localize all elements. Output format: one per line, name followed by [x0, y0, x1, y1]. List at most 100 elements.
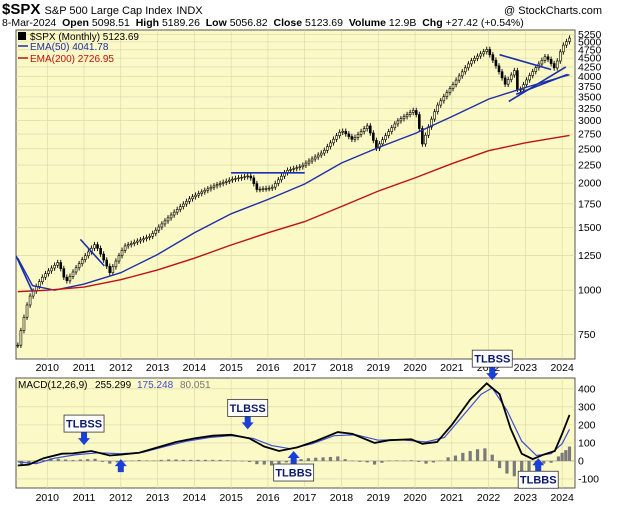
candle-body — [108, 265, 112, 273]
histogram-bar — [152, 460, 156, 462]
price-x-tick-label: 2021 — [440, 362, 464, 374]
change-label: Chg — [422, 17, 443, 29]
candle-body — [41, 276, 44, 283]
histogram-bar — [314, 457, 318, 461]
price-y-tick-label: 3250 — [578, 103, 602, 115]
candle-body — [319, 152, 323, 156]
price-y-tick-label: 2750 — [578, 129, 602, 141]
candle-body — [166, 217, 170, 222]
candle-body — [467, 63, 470, 69]
candle-body — [509, 74, 513, 80]
price-y-tick-label: 4250 — [578, 61, 602, 73]
candle-body — [237, 177, 240, 180]
candle-body — [359, 131, 363, 135]
histogram-bar — [247, 460, 252, 463]
candle-body — [163, 220, 167, 225]
candle-body — [332, 138, 335, 144]
signal-line — [17, 387, 571, 465]
macd-x-tick-label: 2024 — [550, 492, 574, 504]
candle-body — [200, 191, 204, 194]
candle-body — [460, 71, 464, 77]
candle-body — [390, 127, 394, 132]
candle-body — [408, 112, 412, 115]
candle-body — [185, 201, 188, 205]
candle-body — [540, 60, 544, 65]
histogram-bar — [475, 449, 480, 461]
histogram-bar — [358, 460, 362, 462]
low-label: Low — [205, 17, 227, 29]
candle-body — [74, 267, 78, 273]
candle-body — [506, 79, 510, 85]
candle-body — [436, 104, 440, 112]
histogram-bar — [262, 460, 266, 465]
candle-body — [148, 235, 151, 238]
candle-body — [568, 37, 571, 42]
candle-body — [457, 75, 461, 81]
candle-body — [326, 146, 329, 151]
price-x-tick-label: 2023 — [514, 362, 538, 374]
candle-body — [430, 118, 433, 128]
candle-body — [28, 295, 32, 306]
volume-label: Volume — [348, 17, 386, 29]
exchange-name: INDX — [176, 5, 203, 17]
candle-body — [482, 51, 485, 55]
candle-body — [212, 185, 216, 188]
ema50-legend-label: EMA(50) 4041.78 — [30, 42, 109, 53]
candle-body — [479, 53, 482, 57]
macd-value: 255.299 — [95, 380, 132, 391]
candle-body — [310, 158, 314, 162]
candle-body — [87, 251, 90, 257]
candle-body — [252, 177, 256, 184]
candle-body — [77, 263, 81, 269]
ema50-line — [17, 74, 570, 291]
signal-callout-label: TLBSS — [230, 403, 266, 415]
price-y-tick-label: 4500 — [578, 53, 602, 65]
candle-body — [414, 110, 418, 115]
candle-body — [562, 44, 565, 53]
stockcharts-credit: @ StockCharts.com — [504, 5, 602, 17]
candle-body — [218, 183, 222, 185]
macd-y-tick-label: 300 — [578, 401, 596, 413]
macd-x-tick-label: 2017 — [293, 492, 317, 504]
candle-body — [546, 56, 550, 60]
histogram-bar — [56, 458, 60, 461]
candle-body — [132, 241, 136, 244]
candle-body — [111, 266, 115, 273]
index-name: S&P 500 Large Cap Index — [44, 5, 173, 17]
price-y-tick-label: 1000 — [578, 285, 602, 297]
candle-body — [442, 96, 446, 102]
candle-body — [234, 178, 237, 180]
histogram-bar — [560, 452, 564, 461]
histogram-bar — [409, 460, 413, 461]
macd-x-tick-label: 2022 — [477, 492, 501, 504]
candle-body — [117, 255, 121, 262]
candle-body — [384, 135, 387, 140]
ema200-line — [17, 134, 570, 293]
histogram-bar — [505, 460, 509, 474]
candle-body — [448, 88, 452, 93]
candle-body — [56, 262, 59, 266]
candle-body — [491, 54, 495, 61]
price-y-tick-label: 5000 — [578, 36, 602, 48]
candle-body — [534, 67, 538, 72]
candle-body — [203, 190, 207, 193]
histogram-bar — [483, 448, 487, 461]
candle-body — [424, 134, 427, 145]
candle-body — [552, 63, 556, 69]
price-legend-marker — [18, 32, 26, 40]
candle-body — [405, 114, 409, 117]
candle-body — [301, 164, 305, 168]
macd-y-tick-label: 200 — [578, 419, 596, 431]
change-value: +27.42 (+0.54%) — [445, 17, 524, 29]
sell-signal-arrow — [241, 416, 254, 430]
price-x-tick-label: 2015 — [219, 362, 243, 374]
candle-body — [249, 175, 253, 179]
histogram-bar — [203, 459, 207, 461]
candle-body — [206, 188, 210, 191]
price-x-tick-label: 2016 — [256, 362, 280, 374]
candle-body — [59, 262, 63, 269]
candle-body — [145, 237, 148, 239]
candle-body — [261, 188, 265, 190]
signal-callout-box — [517, 470, 559, 489]
histogram-bar — [299, 459, 303, 461]
